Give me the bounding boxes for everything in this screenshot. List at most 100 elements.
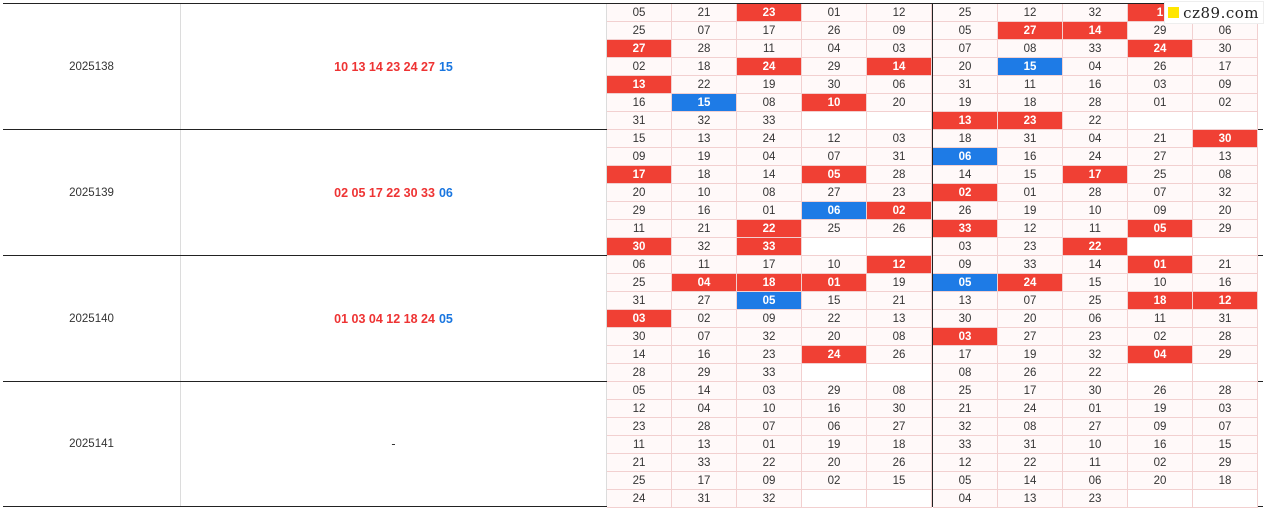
number-cell: 23: [737, 346, 802, 364]
number-cell: 10: [1063, 202, 1128, 220]
hit-red-cell: 03: [933, 328, 998, 346]
number-cell: 26: [867, 454, 932, 472]
number-cell: 25: [607, 22, 672, 40]
number-cell: 05: [607, 382, 672, 400]
number-cell: 15: [867, 472, 932, 490]
number-cell: 03: [867, 130, 932, 148]
number-cell: 01: [1128, 94, 1193, 112]
number-cell: 09: [1193, 76, 1258, 94]
number-cell: 25: [1063, 292, 1128, 310]
hit-red-cell: 04: [672, 274, 737, 292]
number-cell: 16: [1128, 436, 1193, 454]
number-cell: 10: [672, 184, 737, 202]
number-cell: 18: [1193, 472, 1258, 490]
number-cell: 23: [998, 238, 1063, 256]
number-cell: 25: [607, 274, 672, 292]
number-cell: 27: [998, 328, 1063, 346]
number-cell: 21: [672, 220, 737, 238]
number-cell: 26: [933, 202, 998, 220]
hit-red-cell: 24: [737, 58, 802, 76]
number-cell: 26: [802, 22, 867, 40]
number-cell: 23: [607, 418, 672, 436]
number-cell: 11: [607, 436, 672, 454]
hit-red-cell: 27: [998, 22, 1063, 40]
number-cell: 06: [867, 76, 932, 94]
number-cell: 21: [607, 454, 672, 472]
hit-red-cell: 22: [737, 220, 802, 238]
hit-red-cell: 30: [607, 238, 672, 256]
hit-blue-cell: 15: [672, 94, 737, 112]
number-cell: 30: [607, 328, 672, 346]
number-cell: 06: [1063, 310, 1128, 328]
number-cell: 12: [867, 4, 932, 22]
number-cell: 14: [1063, 256, 1128, 274]
hit-red-cell: 02: [933, 184, 998, 202]
number-cell: 19: [867, 274, 932, 292]
number-cell: 24: [737, 130, 802, 148]
draw-row: 2025141-05 14 03 29 08 12 04 10 16 30 23 28 07 06 27 11…: [3, 381, 1263, 508]
number-cell: 33: [998, 256, 1063, 274]
number-cell: 30: [867, 400, 932, 418]
number-cell: 29: [1128, 22, 1193, 40]
number-cell: 16: [672, 202, 737, 220]
number-cell: 06: [607, 256, 672, 274]
number-cell: 19: [933, 94, 998, 112]
number-cell: 28: [867, 166, 932, 184]
number-cell: 17: [737, 256, 802, 274]
hit-red-cell: 23: [998, 112, 1063, 130]
number-cell: 18: [998, 94, 1063, 112]
left-number-grid: 15 13 24 12 03 09 19 04 07 31 17 18 14 05 28 20 10 08 27 23…: [607, 130, 932, 256]
number-cell: 17: [933, 346, 998, 364]
hit-red-cell: 05: [1128, 220, 1193, 238]
number-cell: 07: [1128, 184, 1193, 202]
number-cell: 24: [607, 490, 672, 508]
hit-red-cell: 18: [1128, 292, 1193, 310]
number-cell: 29: [802, 58, 867, 76]
hit-red-cell: 33: [737, 238, 802, 256]
number-cell: 31: [607, 112, 672, 130]
number-cell: 07: [672, 22, 737, 40]
number-cell: 01: [737, 436, 802, 454]
number-cell: 32: [672, 238, 737, 256]
draw-row: 2025139 02 05 17 22 30 33 06 15 13 24 12 03 09 19…: [3, 129, 1263, 256]
number-cell: 32: [1063, 4, 1128, 22]
number-cell: 28: [1193, 328, 1258, 346]
site-watermark: cz89.com: [1164, 1, 1264, 24]
number-cell: 08: [998, 40, 1063, 58]
issue-number: 2025141: [3, 382, 181, 506]
number-cell: 32: [737, 490, 802, 508]
number-cell: [1193, 112, 1258, 130]
issue-number: 2025138: [3, 4, 181, 129]
number-cell: 31: [867, 148, 932, 166]
number-cell: 19: [672, 148, 737, 166]
number-cell: 18: [933, 130, 998, 148]
number-cell: 10: [802, 256, 867, 274]
hit-red-cell: 24: [1128, 40, 1193, 58]
number-cell: 16: [607, 94, 672, 112]
number-cell: 18: [672, 58, 737, 76]
number-cell: 05: [933, 22, 998, 40]
number-cell: 33: [933, 436, 998, 454]
number-cell: 12: [933, 454, 998, 472]
hit-red-cell: 23: [737, 4, 802, 22]
number-cell: 21: [933, 400, 998, 418]
number-cell: 23: [1063, 328, 1128, 346]
number-cell: [802, 112, 867, 130]
number-cell: 10: [737, 400, 802, 418]
number-cell: 08: [737, 184, 802, 202]
number-cell: [1128, 364, 1193, 382]
number-cell: 22: [737, 454, 802, 472]
hit-red-cell: 17: [1063, 166, 1128, 184]
number-cell: 04: [1063, 130, 1128, 148]
number-cell: 11: [1063, 454, 1128, 472]
hit-red-cell: 22: [1063, 238, 1128, 256]
number-cell: 16: [1063, 76, 1128, 94]
number-cell: 10: [1128, 274, 1193, 292]
number-cell: 28: [672, 418, 737, 436]
right-number-grid: 09 33 14 01 21 05 24 15 10 16 13 07 25 18 12 30 20 06 11 31…: [932, 256, 1258, 382]
right-number-grid: 25 17 30 26 28 21 24 01 19 03 32 08 27 09 07 33 31 10 16 15…: [932, 382, 1258, 508]
number-cell: 12: [998, 4, 1063, 22]
number-cell: 11: [607, 220, 672, 238]
number-cell: 08: [867, 328, 932, 346]
number-cell: 03: [933, 238, 998, 256]
